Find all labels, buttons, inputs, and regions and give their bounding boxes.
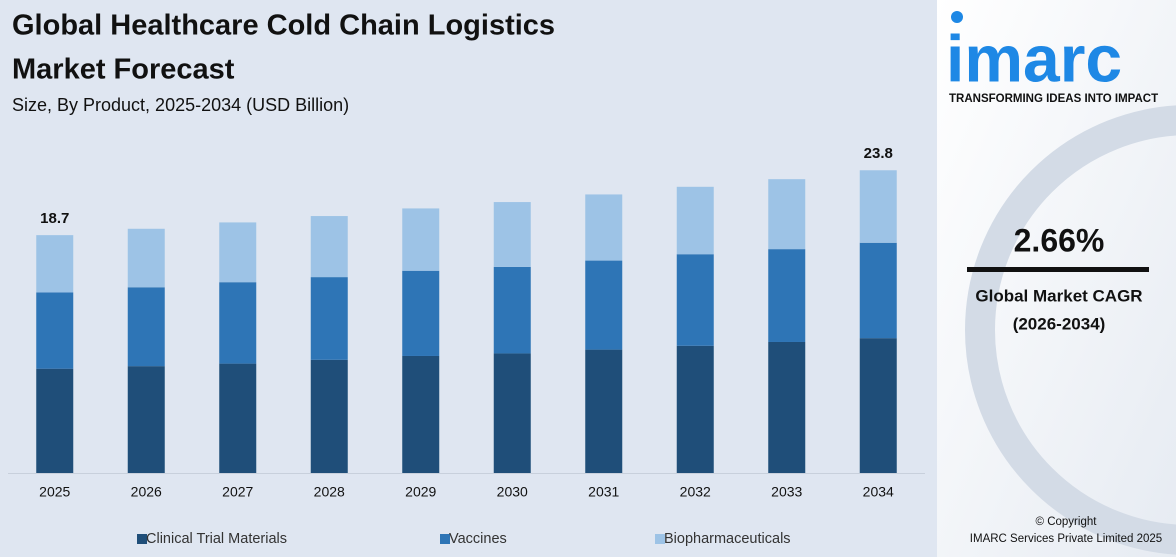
- bar-segment: [36, 235, 74, 293]
- cagr-label: Global Market CAGR: [975, 286, 1142, 305]
- x-tick-label: 2025: [39, 484, 70, 500]
- bar-segment: [219, 282, 257, 364]
- bar-segment: [585, 260, 623, 350]
- bar-segment: [768, 179, 806, 250]
- bar-segment: [859, 242, 897, 339]
- bar-segment: [310, 277, 348, 360]
- divider: [967, 267, 1149, 272]
- bar-segment: [219, 363, 257, 473]
- x-tick-label: 2032: [680, 484, 711, 500]
- bar-segment: [310, 359, 348, 473]
- legend-label: Biopharmaceuticals: [664, 531, 791, 547]
- bar-segment: [768, 341, 806, 473]
- legend-label: Vaccines: [449, 531, 507, 547]
- bar-segment: [402, 355, 440, 473]
- bar-segment: [859, 338, 897, 473]
- bar-segment: [585, 349, 623, 473]
- legend-swatch: [655, 534, 665, 544]
- bar-segment: [127, 287, 165, 367]
- x-tick-label: 2029: [405, 484, 436, 500]
- bar-segment: [676, 345, 714, 473]
- x-tick-label: 2033: [771, 484, 802, 500]
- total-label: 23.8: [864, 145, 893, 162]
- bar-segment: [36, 368, 74, 473]
- bar-segment: [676, 254, 714, 346]
- logo: imarc: [946, 21, 1122, 95]
- bar-segment: [402, 270, 440, 356]
- x-tick-label: 2034: [863, 484, 894, 500]
- bar-segment: [219, 222, 257, 283]
- bar-segment: [493, 353, 531, 473]
- bar-segment: [402, 208, 440, 271]
- chart-title: Market Forecast: [12, 54, 235, 86]
- x-tick-label: 2031: [588, 484, 619, 500]
- copyright: © Copyright: [1036, 516, 1098, 528]
- bar-segment: [768, 249, 806, 342]
- chart-subtitle: Size, By Product, 2025-2034 (USD Billion…: [12, 95, 349, 115]
- bar-segment: [127, 228, 165, 288]
- bar-segment: [585, 194, 623, 261]
- bar-segment: [676, 186, 714, 255]
- tagline: TRANSFORMING IDEAS INTO IMPACT: [949, 93, 1158, 105]
- decor: [965, 105, 1176, 555]
- total-label: 18.7: [40, 210, 69, 227]
- bar-segment: [127, 366, 165, 473]
- bar-segment: [310, 216, 348, 278]
- bar-segment: [493, 266, 531, 354]
- legend-swatch: [137, 534, 147, 544]
- bar-segment: [36, 292, 74, 369]
- legend-label: Clinical Trial Materials: [146, 531, 287, 547]
- x-tick-label: 2030: [497, 484, 528, 500]
- chart-title: Global Healthcare Cold Chain Logistics: [12, 10, 555, 42]
- x-tick-label: 2026: [131, 484, 162, 500]
- x-tick-label: 2028: [314, 484, 345, 500]
- company: IMARC Services Private Limited 2025: [970, 533, 1162, 545]
- logo-dot: [951, 11, 963, 23]
- cagr-value: 2.66%: [1014, 222, 1105, 258]
- bar-segment: [493, 202, 531, 267]
- cagr-period: (2026-2034): [1013, 314, 1106, 333]
- x-tick-label: 2027: [222, 484, 253, 500]
- bar-segment: [859, 170, 897, 243]
- legend-swatch: [440, 534, 450, 544]
